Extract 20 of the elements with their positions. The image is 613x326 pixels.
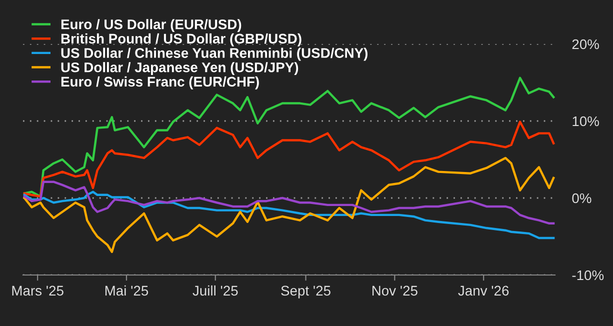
x-tick-label: Nov '25: [372, 286, 418, 296]
line-series: [23, 190, 555, 240]
line-series: [23, 76, 555, 198]
legend-label: US Dollar / Chinese Yuan Renminbi (USD/CNY): [61, 48, 368, 61]
legend-label: US Dollar / Japanese Yen (USD/JPY): [61, 62, 298, 76]
x-tick-label: Mars '25: [12, 286, 64, 296]
y-tick-label: 20%: [572, 39, 599, 50]
legend-label: British Pound / US Dollar (GBP/USD): [61, 33, 302, 46]
line-series: [23, 156, 555, 254]
y-tick-label: -10%: [572, 270, 604, 280]
y-tick-label: 0%: [572, 193, 592, 204]
x-tick-label: Janv '26: [458, 286, 509, 296]
x-tick-label: Mai '25: [105, 285, 148, 296]
legend-label: Euro / US Dollar (EUR/USD): [61, 19, 242, 32]
line-series: [23, 180, 555, 225]
legend-label: Euro / Swiss Franc (EUR/CHF): [61, 76, 259, 90]
y-tick-label: 10%: [572, 116, 599, 126]
x-tick-label: Sept '25: [281, 286, 330, 298]
line-series: [23, 120, 555, 198]
x-tick-label: Juill '25: [192, 285, 238, 296]
